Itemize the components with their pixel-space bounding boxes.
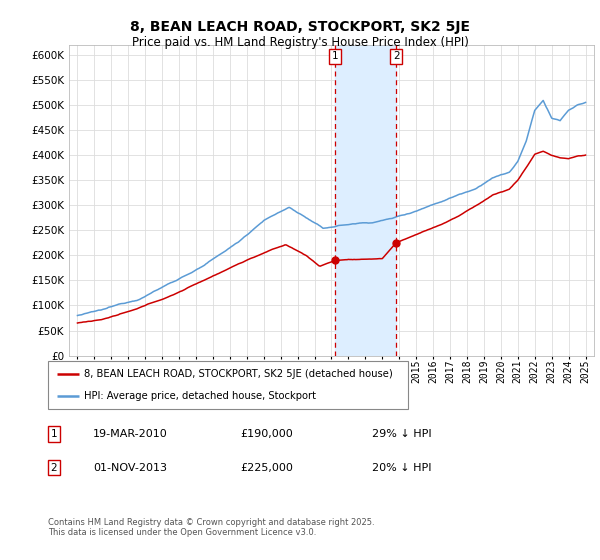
Text: £225,000: £225,000 — [240, 463, 293, 473]
Text: 2: 2 — [50, 463, 58, 473]
Bar — [335, 45, 397, 356]
Text: 8, BEAN LEACH ROAD, STOCKPORT, SK2 5JE (detached house): 8, BEAN LEACH ROAD, STOCKPORT, SK2 5JE (… — [84, 369, 393, 379]
Text: 29% ↓ HPI: 29% ↓ HPI — [372, 429, 431, 439]
Text: 2: 2 — [393, 52, 400, 62]
Text: Contains HM Land Registry data © Crown copyright and database right 2025.
This d: Contains HM Land Registry data © Crown c… — [48, 518, 374, 538]
Text: Price paid vs. HM Land Registry's House Price Index (HPI): Price paid vs. HM Land Registry's House … — [131, 36, 469, 49]
Text: HPI: Average price, detached house, Stockport: HPI: Average price, detached house, Stoc… — [84, 391, 316, 401]
Text: 8, BEAN LEACH ROAD, STOCKPORT, SK2 5JE: 8, BEAN LEACH ROAD, STOCKPORT, SK2 5JE — [130, 20, 470, 34]
Text: 1: 1 — [50, 429, 58, 439]
Text: 01-NOV-2013: 01-NOV-2013 — [93, 463, 167, 473]
FancyBboxPatch shape — [48, 361, 408, 409]
Text: 1: 1 — [332, 52, 338, 62]
Text: £190,000: £190,000 — [240, 429, 293, 439]
Text: 19-MAR-2010: 19-MAR-2010 — [93, 429, 168, 439]
Text: 20% ↓ HPI: 20% ↓ HPI — [372, 463, 431, 473]
